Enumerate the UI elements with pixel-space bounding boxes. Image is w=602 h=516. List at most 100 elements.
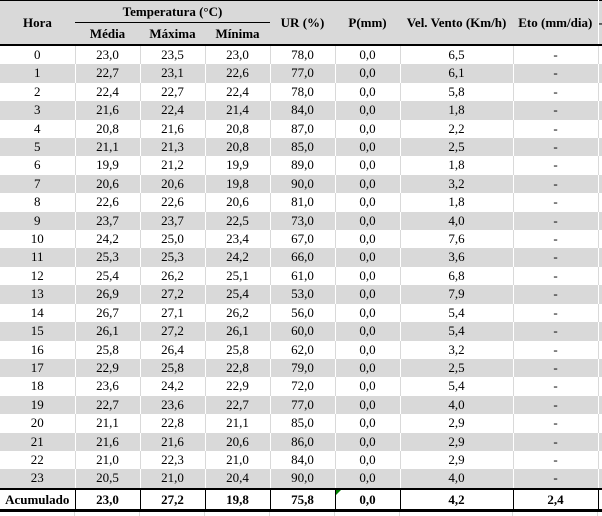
- cell-hora[interactable]: 3: [0, 101, 76, 120]
- cell-maxima[interactable]: 26,4: [140, 340, 206, 359]
- cell-p[interactable]: 0,0: [335, 303, 401, 323]
- cell-hora[interactable]: 5: [0, 138, 76, 157]
- cell-maxima[interactable]: 25,3: [140, 248, 206, 267]
- cell-ur[interactable]: 72,0: [270, 377, 336, 396]
- cell-eto[interactable]: -: [513, 211, 599, 231]
- cell-eto[interactable]: -: [513, 156, 599, 175]
- cell-hora[interactable]: 8: [0, 193, 76, 212]
- cell-maxima[interactable]: 21,2: [140, 156, 206, 175]
- cell-minima[interactable]: 22,9: [205, 377, 271, 396]
- cell-acumulado-p[interactable]: 0,0: [335, 487, 401, 512]
- cell-media[interactable]: 25,4: [75, 266, 141, 286]
- cell-minima[interactable]: 26,2: [205, 303, 271, 323]
- cell-maxima[interactable]: 21,3: [140, 138, 206, 157]
- cell-vento[interactable]: 2,9: [400, 432, 514, 451]
- cell-hora[interactable]: 6: [0, 156, 76, 175]
- cell-minima[interactable]: 19,8: [205, 174, 271, 194]
- cell-vento[interactable]: 6,8: [400, 266, 514, 286]
- cell-hora[interactable]: 17: [0, 358, 76, 378]
- cell-acumulado-media[interactable]: 23,0: [75, 487, 141, 512]
- cell-minima[interactable]: 22,4: [205, 82, 271, 102]
- cell-hora[interactable]: 23: [0, 469, 76, 489]
- cell-media[interactable]: 22,6: [75, 193, 141, 212]
- cell-vento[interactable]: 6,1: [400, 64, 514, 83]
- cell-media[interactable]: 26,9: [75, 285, 141, 304]
- cell-ur[interactable]: 78,0: [270, 45, 336, 65]
- cell-maxima[interactable]: 23,7: [140, 211, 206, 231]
- cell-minima[interactable]: 22,7: [205, 395, 271, 415]
- cell-hora[interactable]: 18: [0, 377, 76, 396]
- cell-eto[interactable]: -: [513, 322, 599, 341]
- cell-acumulado-label[interactable]: Acumulado: [0, 487, 76, 512]
- cell-maxima[interactable]: 21,6: [140, 432, 206, 451]
- cell-ur[interactable]: 77,0: [270, 64, 336, 83]
- cell-vento[interactable]: 1,8: [400, 156, 514, 175]
- cell-acumulado-vento[interactable]: 4,2: [400, 487, 514, 512]
- cell-ur[interactable]: 56,0: [270, 303, 336, 323]
- cell-eto[interactable]: -: [513, 303, 599, 323]
- cell-media[interactable]: 21,1: [75, 138, 141, 157]
- cell-hora[interactable]: 19: [0, 395, 76, 415]
- cell-eto[interactable]: -: [513, 358, 599, 378]
- cell-minima[interactable]: 20,4: [205, 469, 271, 489]
- header-minima[interactable]: Mínima: [205, 22, 271, 46]
- cell-media[interactable]: 25,8: [75, 340, 141, 359]
- cell-media[interactable]: 22,9: [75, 358, 141, 378]
- cell-ur[interactable]: 86,0: [270, 432, 336, 451]
- cell-ur[interactable]: 60,0: [270, 322, 336, 341]
- cell-eto[interactable]: -: [513, 230, 599, 249]
- cell-hora[interactable]: 20: [0, 414, 76, 433]
- cell-hora[interactable]: 12: [0, 266, 76, 286]
- cell-media[interactable]: 22,4: [75, 82, 141, 102]
- cell-ur[interactable]: 90,0: [270, 174, 336, 194]
- cell-hora[interactable]: 14: [0, 303, 76, 323]
- cell-hora[interactable]: 9: [0, 211, 76, 231]
- cell-maxima[interactable]: 27,2: [140, 285, 206, 304]
- cell-hora[interactable]: 13: [0, 285, 76, 304]
- cell-ur[interactable]: 78,0: [270, 82, 336, 102]
- header-p[interactable]: P(mm): [335, 0, 401, 46]
- header-media[interactable]: Média: [75, 22, 140, 46]
- cell-vento[interactable]: 2,9: [400, 414, 514, 433]
- cell-media[interactable]: 21,0: [75, 450, 141, 470]
- cell-vento[interactable]: 3,2: [400, 340, 514, 359]
- cell-eto[interactable]: -: [513, 82, 599, 102]
- header-hora[interactable]: Hora: [0, 0, 75, 46]
- cell-vento[interactable]: 2,5: [400, 358, 514, 378]
- cell-p[interactable]: 0,0: [335, 193, 401, 212]
- cell-vento[interactable]: 5,4: [400, 322, 514, 341]
- cell-p[interactable]: 0,0: [335, 174, 401, 194]
- cell-p[interactable]: 0,0: [335, 358, 401, 378]
- cell-media[interactable]: 22,7: [75, 395, 141, 415]
- cell-media[interactable]: 26,1: [75, 322, 141, 341]
- cell-ur[interactable]: 67,0: [270, 230, 336, 249]
- cell-eto[interactable]: -: [513, 414, 599, 433]
- cell-eto[interactable]: -: [513, 469, 599, 489]
- cell-p[interactable]: 0,0: [335, 45, 401, 65]
- cell-minima[interactable]: 21,1: [205, 414, 271, 433]
- cell-minima[interactable]: 21,4: [205, 101, 271, 120]
- cell-hora[interactable]: 15: [0, 322, 76, 341]
- cell-maxima[interactable]: 22,4: [140, 101, 206, 120]
- cell-media[interactable]: 25,3: [75, 248, 141, 267]
- cell-p[interactable]: 0,0: [335, 156, 401, 175]
- cell-vento[interactable]: 7,9: [400, 285, 514, 304]
- cell-p[interactable]: 0,0: [335, 285, 401, 304]
- cell-acumulado-ur[interactable]: 75,8: [270, 487, 336, 512]
- cell-ur[interactable]: 66,0: [270, 248, 336, 267]
- header-vel-vento[interactable]: Vel. Vento (Km/h): [400, 0, 514, 46]
- cell-ur[interactable]: 85,0: [270, 138, 336, 157]
- cell-hora[interactable]: 10: [0, 230, 76, 249]
- cell-minima[interactable]: 22,5: [205, 211, 271, 231]
- cell-media[interactable]: 20,5: [75, 469, 141, 489]
- cell-ur[interactable]: 53,0: [270, 285, 336, 304]
- cell-eto[interactable]: -: [513, 248, 599, 267]
- cell-minima[interactable]: 20,8: [205, 138, 271, 157]
- cell-eto[interactable]: -: [513, 395, 599, 415]
- cell-vento[interactable]: 2,9: [400, 450, 514, 470]
- cell-eto[interactable]: -: [513, 340, 599, 359]
- cell-p[interactable]: 0,0: [335, 469, 401, 489]
- cell-eto[interactable]: -: [513, 450, 599, 470]
- header-eto[interactable]: Eto (mm/dia): [513, 0, 599, 46]
- cell-eto[interactable]: -: [513, 432, 599, 451]
